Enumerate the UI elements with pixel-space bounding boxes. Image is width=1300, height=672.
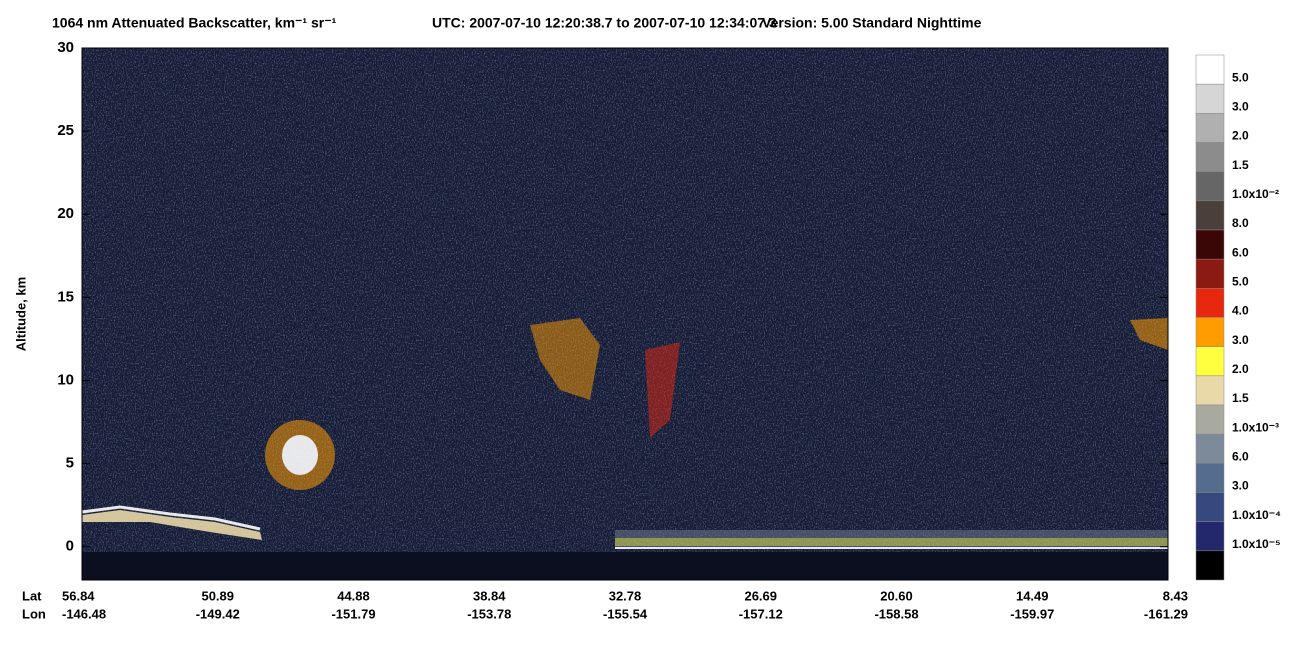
y-axis-label: Altitude, km — [13, 277, 28, 351]
colorbar-swatch — [1195, 258, 1225, 289]
plot-frame — [81, 47, 1169, 581]
subsurface — [82, 552, 1168, 580]
colorbar-swatch — [1195, 433, 1225, 464]
boundary-layer — [615, 538, 1168, 546]
colorbar-label: 3.0 — [1232, 333, 1249, 347]
colorbar-label: 6.0 — [1232, 450, 1249, 464]
lat-label: 32.78 — [609, 588, 642, 603]
colorbar-label: 3.0 — [1232, 100, 1249, 114]
colorbar-swatch — [1195, 113, 1225, 143]
lat-label: 44.88 — [337, 588, 370, 603]
colorbar-swatch — [1195, 200, 1225, 231]
colorbar-swatch — [1195, 288, 1225, 318]
colorbar-swatch — [1195, 317, 1225, 347]
colorbar-swatch — [1195, 142, 1225, 172]
lat-label: 14.49 — [1016, 588, 1049, 603]
lon-label: -153.78 — [467, 606, 511, 621]
features — [81, 318, 1168, 549]
low-cloud-top — [81, 505, 261, 531]
version: Version: 5.00 Standard Nighttime — [762, 15, 982, 31]
colorbar-label: 8.0 — [1232, 216, 1249, 230]
time-range: UTC: 2007-07-10 12:20:38.7 to 2007-07-10… — [432, 15, 777, 31]
signal-noise — [82, 48, 1168, 580]
low-cloud — [82, 510, 262, 540]
x-row-label: Lon — [22, 606, 46, 621]
lat-label: 20.60 — [880, 588, 913, 603]
colorbar-swatch — [1195, 375, 1225, 406]
colorbar-swatch — [1195, 83, 1225, 114]
colorbar-label: 5.0 — [1232, 275, 1249, 289]
lat-label: 8.43 — [1163, 588, 1188, 603]
lon-label: -155.54 — [603, 606, 648, 621]
lon-label: -161.29 — [1144, 606, 1188, 621]
colorbar-label: 5.0 — [1232, 70, 1249, 84]
lon-label: -157.12 — [739, 606, 783, 621]
cloud — [1130, 318, 1168, 350]
y-tick-label: 20 — [57, 205, 74, 222]
colorbar-label: 3.0 — [1232, 479, 1249, 493]
boundary-layer — [615, 530, 1168, 548]
colorbar-label: 6.0 — [1232, 245, 1249, 259]
cloud-core — [282, 435, 318, 475]
colorbar-swatch — [1195, 404, 1225, 435]
cloud — [530, 318, 600, 400]
colorbar-swatch — [1195, 492, 1225, 522]
colorbar-label: 1.0x10⁻⁴ — [1232, 508, 1281, 522]
colorbar-swatch — [1195, 346, 1225, 377]
lon-label: -149.42 — [196, 606, 240, 621]
colorbar-swatch — [1195, 463, 1225, 493]
colorbar-swatch — [1195, 550, 1225, 581]
y-tick-label: 25 — [57, 122, 74, 139]
lat-label: 26.69 — [744, 588, 777, 603]
y-tick-label: 0 — [66, 538, 74, 555]
lon-label: -151.79 — [331, 606, 375, 621]
colorbar-swatch — [1195, 229, 1225, 260]
y-tick-label: 15 — [57, 288, 74, 305]
colorbar-label: 2.0 — [1232, 129, 1249, 143]
lon-label: -159.97 — [1010, 606, 1054, 621]
colorbar-label: 4.0 — [1232, 304, 1249, 318]
lat-label: 38.84 — [473, 588, 506, 603]
colorbar-label: 1.0x10⁻² — [1232, 187, 1279, 201]
x-row-label: Lat — [22, 588, 42, 603]
chart-title: 1064 nm Attenuated Backscatter, km⁻¹ sr⁻… — [52, 15, 337, 31]
lat-label: 56.84 — [62, 588, 95, 603]
colorbar-label: 1.0x10⁻³ — [1232, 420, 1279, 434]
colorbar-label: 1.5 — [1232, 158, 1249, 172]
colorbar-label: 1.5 — [1232, 391, 1249, 405]
colorbar-swatch — [1195, 54, 1225, 85]
colorbar-label: 1.0x10⁻⁵ — [1232, 537, 1281, 551]
colorbar-swatch — [1195, 171, 1225, 202]
lon-label: -158.58 — [874, 606, 918, 621]
y-tick-label: 5 — [66, 455, 74, 472]
cloud — [645, 342, 680, 438]
colorbar-swatch — [1195, 521, 1225, 552]
lon-label: -146.48 — [62, 606, 106, 621]
colorbar-label: 2.0 — [1232, 362, 1249, 376]
y-tick-label: 10 — [57, 371, 74, 388]
lat-label: 50.89 — [201, 588, 234, 603]
y-tick-label: 30 — [57, 39, 74, 56]
